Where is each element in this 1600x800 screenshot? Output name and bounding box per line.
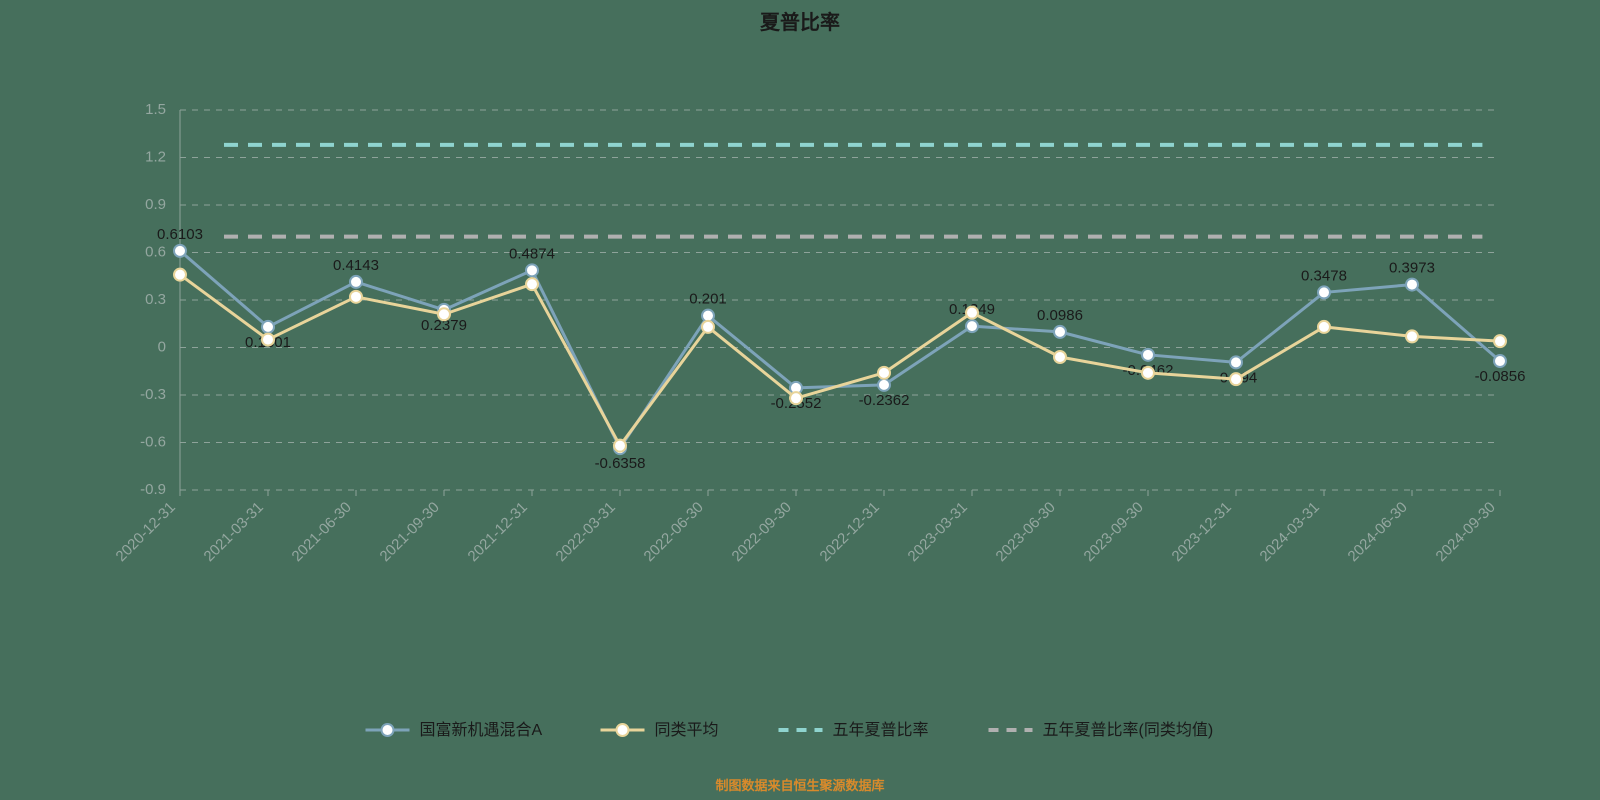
data-label: 0.4874 — [509, 245, 555, 262]
data-label: -0.6358 — [595, 455, 646, 472]
svg-text:0.9: 0.9 — [145, 196, 166, 213]
series-marker — [614, 440, 626, 452]
svg-text:1.5: 1.5 — [145, 101, 166, 118]
series-marker — [1054, 326, 1066, 338]
series-marker — [350, 291, 362, 303]
legend-item: 五年夏普比率(同类均值) — [989, 721, 1214, 739]
series-marker — [526, 264, 538, 276]
series-marker — [262, 321, 274, 333]
series-marker — [1406, 279, 1418, 291]
series-marker — [1142, 367, 1154, 379]
series-marker — [702, 310, 714, 322]
series-marker — [526, 278, 538, 290]
data-label: -0.0856 — [1475, 368, 1526, 385]
legend-item: 国富新机遇混合A — [366, 721, 543, 739]
svg-text:2021-03-31: 2021-03-31 — [201, 499, 267, 565]
svg-text:2021-09-30: 2021-09-30 — [377, 499, 443, 565]
chart-footer: 制图数据来自恒生聚源数据库 — [0, 775, 1600, 794]
svg-text:2023-12-31: 2023-12-31 — [1169, 499, 1235, 565]
svg-text:0: 0 — [158, 338, 166, 355]
svg-text:0.3: 0.3 — [145, 291, 166, 308]
data-label: 0.0986 — [1037, 307, 1083, 324]
series-marker — [1230, 373, 1242, 385]
series-marker — [174, 269, 186, 281]
series-marker — [702, 321, 714, 333]
svg-text:2023-09-30: 2023-09-30 — [1081, 499, 1147, 565]
series-marker — [350, 276, 362, 288]
svg-text:1.2: 1.2 — [145, 148, 166, 165]
sharpe-ratio-chart: 夏普比率 -0.9 -0.6 -0.3 0 0.3 0.6 0.9 1.2 1.5 2020-12… — [0, 0, 1600, 800]
svg-text:-0.6: -0.6 — [140, 433, 166, 450]
series-marker — [1142, 349, 1154, 361]
series-marker — [966, 320, 978, 332]
series-marker — [174, 245, 186, 257]
series-marker — [1318, 321, 1330, 333]
series-marker — [878, 379, 890, 391]
series-marker — [878, 367, 890, 379]
svg-text:2022-06-30: 2022-06-30 — [641, 499, 707, 565]
data-label: 0.3973 — [1389, 260, 1435, 277]
legend-label: 五年夏普比率 — [833, 721, 929, 739]
svg-text:2022-12-31: 2022-12-31 — [817, 499, 883, 565]
series-marker — [1494, 355, 1506, 367]
series-marker — [1054, 351, 1066, 363]
series-marker — [262, 334, 274, 346]
series-marker — [966, 307, 978, 319]
svg-text:2024-03-31: 2024-03-31 — [1257, 499, 1323, 565]
legend-label: 同类平均 — [655, 721, 719, 739]
legend-item: 同类平均 — [601, 721, 719, 739]
svg-text:2022-03-31: 2022-03-31 — [553, 499, 619, 565]
svg-text:2021-12-31: 2021-12-31 — [465, 499, 531, 565]
chart-svg: -0.9 -0.6 -0.3 0 0.3 0.6 0.9 1.2 1.5 2020-12-31 20… — [0, 0, 1600, 800]
legend-label: 国富新机遇混合A — [420, 721, 543, 739]
legend-item: 五年夏普比率 — [779, 721, 929, 739]
svg-text:2023-03-31: 2023-03-31 — [905, 499, 971, 565]
data-label: 0.6103 — [157, 226, 203, 243]
data-label: 0.201 — [689, 291, 727, 308]
series-marker — [438, 308, 450, 320]
series-marker — [1494, 335, 1506, 347]
svg-text:2024-06-30: 2024-06-30 — [1345, 499, 1411, 565]
svg-text:2022-09-30: 2022-09-30 — [729, 499, 795, 565]
data-label: 0.3478 — [1301, 267, 1347, 284]
data-label: 0.4143 — [333, 257, 379, 274]
svg-text:2024-09-30: 2024-09-30 — [1433, 499, 1499, 565]
svg-text:2020-12-31: 2020-12-31 — [113, 499, 179, 565]
svg-text:0.6: 0.6 — [145, 243, 166, 260]
svg-text:-0.3: -0.3 — [140, 386, 166, 403]
svg-text:2023-06-30: 2023-06-30 — [993, 499, 1059, 565]
data-label: -0.2362 — [859, 392, 910, 409]
legend-label: 五年夏普比率(同类均值) — [1043, 721, 1214, 739]
svg-text:2021-06-30: 2021-06-30 — [289, 499, 355, 565]
series-marker — [1406, 330, 1418, 342]
series-marker — [1318, 286, 1330, 298]
series-marker — [790, 392, 802, 404]
chart-title: 夏普比率 — [0, 6, 1600, 35]
series-marker — [1230, 356, 1242, 368]
svg-text:-0.9: -0.9 — [140, 481, 166, 498]
